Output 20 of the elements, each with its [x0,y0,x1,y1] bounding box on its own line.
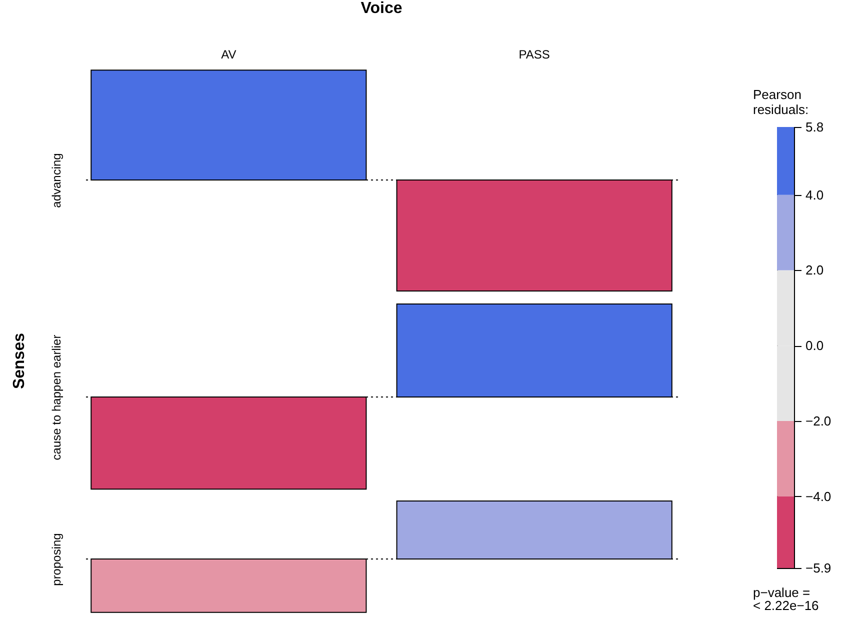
bar [777,421,794,496]
text: p−value = < 2.22e−16 [753,585,819,613]
x-tick-label: AV [221,48,236,62]
y-tick-label: −5.9 [806,560,832,576]
y-axis-title: proposing [50,533,64,586]
y-tick-label: −4.0 [806,488,832,504]
y-tick-label: 4.0 [806,187,824,202]
x-tick-label: PASS [518,48,550,62]
bar [777,127,794,195]
bar [777,194,794,270]
bar [777,496,794,568]
text: Senses [11,332,29,391]
chart-title: Pearson residuals: [753,87,809,117]
y-axis-title: cause to happen earlier [50,334,64,460]
y-tick-label: 5.8 [806,120,824,134]
y-tick-label: 0.0 [806,338,824,354]
y-tick-label: −2.0 [806,414,832,428]
chart-title: Voice [360,0,402,17]
y-tick-label: 2.0 [806,262,824,278]
y-axis-title: advancing [50,153,64,208]
